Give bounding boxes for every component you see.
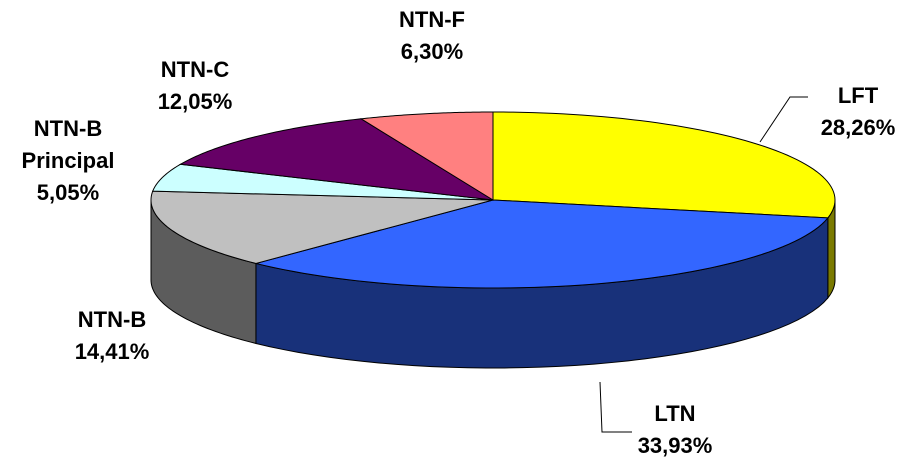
value-label: 33,93% [637, 433, 713, 458]
value-label: 6,30% [400, 39, 464, 64]
data-label: NTN-C 12,05% [120, 54, 270, 118]
slice [359, 111, 494, 201]
data-label: LTN 33,93% [600, 398, 750, 462]
data-label: NTN-F 6,30% [357, 4, 507, 68]
data-label: NTN-B 14,41% [37, 304, 187, 368]
slice [150, 190, 494, 264]
value-label: 28,26% [820, 115, 896, 140]
leader-line [599, 381, 632, 433]
value-label: 14,41% [74, 339, 150, 364]
category-label: LFT [837, 83, 879, 108]
category-label: NTN-C [160, 57, 230, 82]
slice [151, 163, 494, 201]
data-label: LFT 28,26% [783, 80, 911, 144]
category-label: NTN-B [77, 307, 147, 332]
slice [492, 111, 836, 219]
slice [255, 199, 829, 289]
category-label: LTN [654, 401, 696, 426]
slice [178, 118, 494, 201]
category-label: NTN-B Principal [21, 116, 115, 173]
value-label: 5,05% [36, 180, 100, 205]
category-label: NTN-F [399, 7, 465, 32]
leader-line [759, 96, 808, 143]
data-label: NTN-B Principal 5,05% [0, 113, 143, 209]
value-label: 12,05% [157, 89, 233, 114]
